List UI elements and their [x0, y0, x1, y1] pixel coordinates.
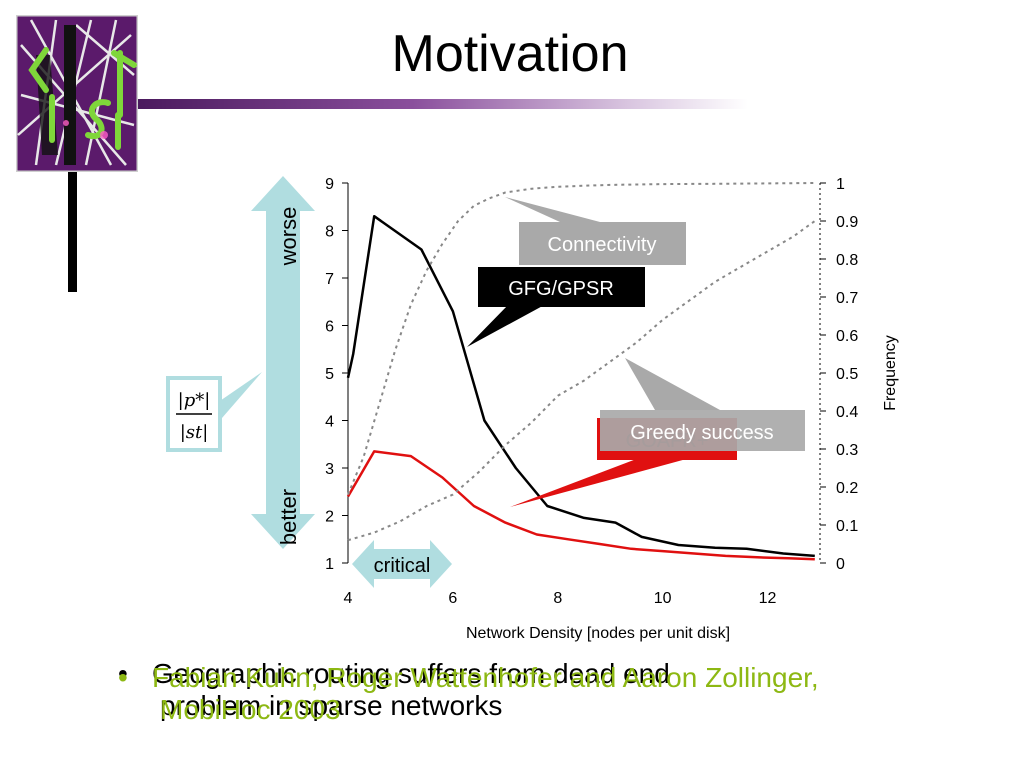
- greedy-pointer: [625, 358, 720, 410]
- gfg-gpsr-pointer: [467, 303, 548, 347]
- goafr-pointer: [510, 450, 690, 507]
- citation-line2: MobiHoc 2003: [160, 694, 341, 725]
- x-tick-label: 6: [448, 590, 457, 607]
- left-tick-label: 8: [325, 224, 334, 241]
- chart-series: [346, 182, 816, 561]
- gfg-gpsr-box: [478, 267, 645, 307]
- x-tick-label: 12: [759, 590, 777, 607]
- right-tick-label: 0.1: [836, 518, 858, 535]
- right-tick-label: 0.7: [836, 290, 858, 307]
- formula-denominator: |st|: [180, 422, 209, 443]
- slide-title: Motivation: [391, 25, 629, 83]
- bullet-dot: •: [118, 662, 128, 693]
- critical-label: critical: [374, 555, 431, 577]
- right-y-axis-label: Frequency: [882, 335, 899, 411]
- greedy-success-box: [600, 410, 805, 451]
- connectivity-box: [519, 222, 686, 265]
- formula-numerator: |p*|: [178, 390, 211, 411]
- bullet-item: • Geographic routing suffers from dead en…: [118, 658, 670, 722]
- right-tick-label: 0.9: [836, 214, 858, 231]
- bullet-item-citation: • Fabian Kuhn, Roger Wattenhofer and Aaro…: [118, 662, 819, 726]
- right-tick-label: 0.5: [836, 366, 858, 383]
- right-tick-label: 0.8: [836, 252, 858, 269]
- left-tick-label: 6: [325, 319, 334, 336]
- connectivity-label: Connectivity: [548, 234, 657, 256]
- left-tick-label: 2: [325, 509, 334, 526]
- right-tick-label: 0.4: [836, 404, 858, 421]
- left-tick-label: 3: [325, 461, 334, 478]
- span-direction-arrow: [251, 176, 315, 549]
- formula-pointer: [214, 372, 262, 418]
- right-tick-label: 0.3: [836, 442, 858, 459]
- worse-label: worse: [276, 207, 301, 267]
- left-tick-label: 5: [325, 366, 334, 383]
- bullet-text-line1: Geographic routing suffers from dead end: [152, 658, 670, 689]
- right-tick-label: 0.6: [836, 328, 858, 345]
- series-goafr-line: [346, 450, 815, 561]
- series-gfg-gpsr-line: [346, 214, 815, 558]
- right-tick-label: 1: [836, 176, 845, 193]
- x-tick-label: 10: [654, 590, 672, 607]
- gfg-gpsr-label: GFG/GPSR: [508, 278, 614, 300]
- left-tick-label: 1: [325, 556, 334, 573]
- citation-line1: Fabian Kuhn, Roger Wattenhofer and Aaron…: [152, 662, 819, 693]
- better-label: better: [276, 489, 301, 545]
- greedy-success-label: Greedy success: [630, 422, 773, 444]
- critical-region-arrow: [352, 540, 452, 588]
- logo-post: [68, 172, 77, 292]
- university-logo: [14, 13, 140, 174]
- series-greedy-success-line: [347, 220, 816, 542]
- left-tick-label: 7: [325, 271, 334, 288]
- right-tick-label: 0.2: [836, 480, 858, 497]
- left-tick-label: 4: [325, 414, 334, 431]
- connectivity-pointer: [505, 197, 600, 222]
- chart-callouts: worse better critical |p*| |st| Connectivity G…: [166, 176, 805, 588]
- bullet-text-line2: problem in sparse networks: [160, 690, 503, 721]
- bullet-dot: •: [118, 658, 128, 689]
- right-tick-label: 0: [836, 556, 845, 573]
- x-axis-label: Network Density [nodes per unit disk]: [466, 625, 730, 642]
- x-tick-label: 8: [553, 590, 562, 607]
- left-tick-label: 9: [325, 176, 334, 193]
- title-underline: [138, 99, 748, 109]
- x-tick-label: 4: [344, 590, 353, 607]
